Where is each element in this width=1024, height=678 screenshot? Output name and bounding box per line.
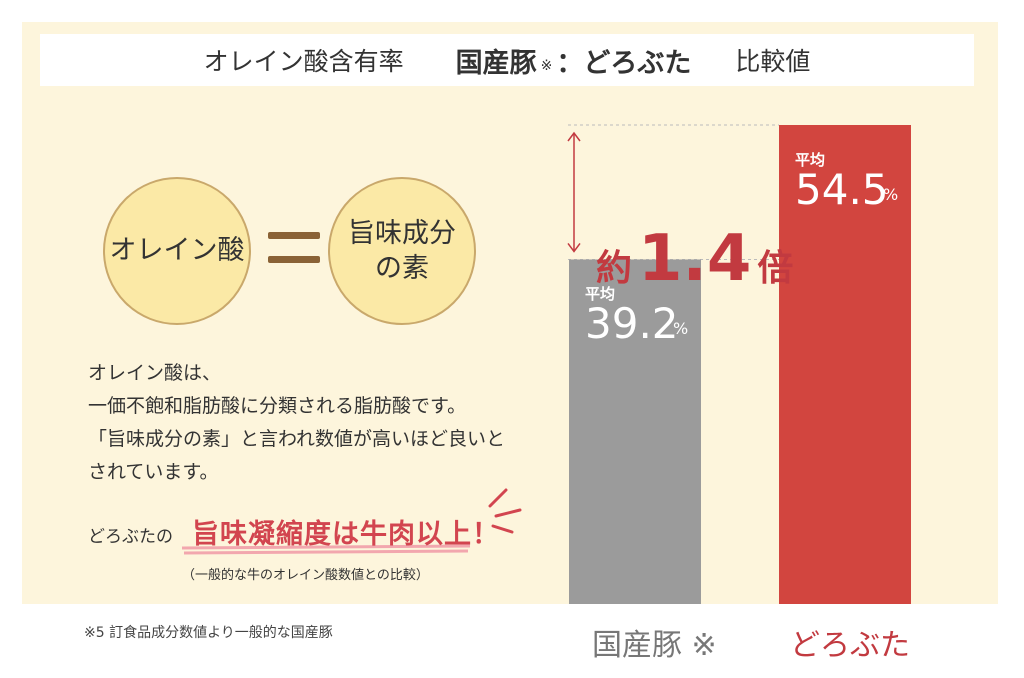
arrow-down-icon [567, 243, 581, 253]
umami-source-line1: 旨味成分 [348, 217, 456, 249]
umami-source-circle: 旨味成分 の素 [328, 177, 476, 325]
title-asterisk-mark: ※ [540, 58, 553, 74]
description-text: オレイン酸は、 一価不飽和脂肪酸に分類される脂肪酸です。 「旨味成分の素」と言わ… [88, 357, 505, 489]
title-part-domestic-pork: 国産豚 [455, 47, 537, 79]
catch-headline: 旨味凝縮度は牛肉以上！ [192, 519, 500, 550]
bar-value-domestic-pork: 39.2 [585, 299, 679, 349]
arrow-up-icon [567, 131, 581, 142]
title-bar: オレイン酸含有率 国産豚 ※ ： どろぶた 比較値 [40, 34, 974, 86]
oleic-acid-circle-label: オレイン酸 [109, 235, 245, 267]
category-label-dorobuta: どろぶた [790, 628, 910, 663]
description-line: オレイン酸は、 [88, 362, 222, 384]
umami-source-line2: の素 [375, 253, 429, 284]
title-part-comparison: 比較値 [735, 47, 811, 76]
bar-domestic-pork [569, 259, 701, 604]
title-colon: ： [556, 47, 584, 79]
ratio-prefix: 約 [596, 248, 633, 289]
catch-note: （一般的な牛のオレイン酸数値との比較） [182, 568, 429, 583]
equals-sign [268, 232, 320, 263]
ratio-value: 1.4 [638, 222, 752, 296]
title-part-dorobuta: どろぶた [583, 47, 692, 79]
description-line: 一価不飽和脂肪酸に分類される脂肪酸です。 [88, 395, 467, 417]
footnote: ※5 訂食品成分数値より一般的な国産豚 [84, 625, 333, 641]
description-line: されています。 [88, 461, 219, 483]
emphasis-strokes-icon [488, 488, 522, 534]
bar-value-dorobuta: 54.5 [795, 165, 889, 214]
bar-dorobuta [779, 125, 911, 604]
catch-underline [181, 544, 471, 555]
ratio-label: 約1.4 倍 [596, 222, 793, 296]
description-line: 「旨味成分の素」と言われ数値が高いほど良いと [88, 428, 506, 450]
catch-prefix: どろぶたの [88, 527, 173, 547]
oleic-acid-circle: オレイン酸 [103, 177, 251, 325]
bar-average-label: 平均 [585, 285, 616, 304]
ratio-suffix: 倍 [757, 248, 794, 289]
category-label-domestic-pork: 国産豚 ※ [592, 628, 717, 663]
bar-average-label: 平均 [795, 151, 826, 169]
bar-unit: % [883, 185, 899, 204]
title-part-oleic-acid: オレイン酸含有率 [203, 47, 404, 76]
bar-unit: % [673, 319, 689, 339]
